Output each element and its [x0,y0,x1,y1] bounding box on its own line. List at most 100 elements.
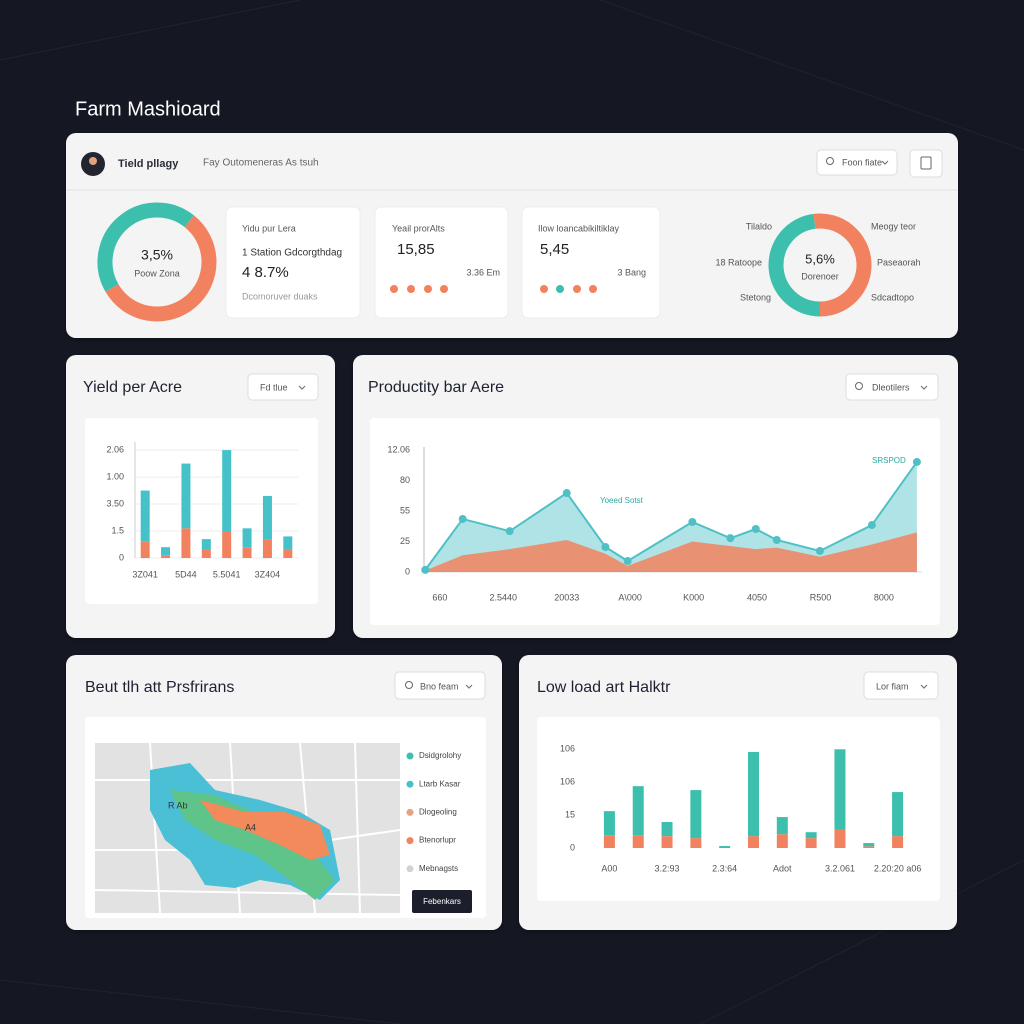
map: R Ab A4 [94,742,401,914]
bar-segment [776,817,788,835]
kpi-dots [540,285,597,293]
kpi-card [225,206,361,319]
icon-button[interactable] [909,149,943,178]
legend-swatch [406,865,414,873]
legend-swatch [406,752,414,760]
annotation: SRSPOD [872,456,906,465]
point [505,527,514,536]
point [815,546,824,555]
donut-center-label: 3,5% [141,247,173,263]
donut-segment [105,215,217,322]
dot [424,285,432,293]
bar-segment [242,528,252,548]
x-tick-label: A\000 [618,592,642,602]
icon [920,156,932,170]
kpi-title: Yidu pur Lera [242,223,296,233]
bar-segment [283,549,293,558]
legend-swatch [406,808,414,816]
y-tick-label: 2.06 [106,444,124,454]
kpi-title: Yeail prorAlts [392,223,445,233]
bar-segment [181,528,191,558]
bar-segment [661,836,673,848]
donut-segment [768,213,821,317]
bar-segment [863,843,875,847]
chevron [920,684,928,689]
point [623,557,632,566]
kpi-value: 5,45 [540,241,569,258]
bar-segment [892,836,904,848]
kpi-footer: Dcomoruver duaks [242,291,318,301]
filter-button[interactable] [845,373,939,401]
chart-area [370,418,940,625]
kpi-title: Ilow loancabikiltiklay [538,223,620,233]
kpi-value: 15,85 [397,241,435,258]
kpi-dots [390,285,448,293]
donut-segment [97,202,194,292]
x-tick-label: 5D44 [175,569,197,579]
panel-title: Productity bar Aere [368,379,504,396]
bar-segment [748,836,759,848]
donut [97,202,217,322]
filter-button[interactable] [394,671,486,700]
dot [573,285,581,293]
point [688,518,697,526]
bar-segment [140,490,150,542]
bar-segment [603,835,615,848]
x-tick-label: 2.20:20 a06 [874,863,922,873]
donut-segment [813,213,872,317]
search-icon [405,681,413,689]
bar-segment [892,792,904,837]
chevron [920,385,928,390]
legend: Dsidgrolohy Ltarb Kasar Dlogeoling Btenorlu… [406,751,461,873]
y-tick-label: 106 [560,744,575,754]
bg-line [0,979,401,1024]
dot [390,285,398,293]
chart: 0 1.5 3.50 1.00 2.06 3Z041 5D44 5.5041 3Z404 [106,442,298,579]
filter-label: Dleotilers [872,382,910,392]
legend-label: Ltarb Kasar [419,779,461,788]
bar-segment [603,811,615,836]
x-tick-label: 8000 [874,592,894,602]
select-button[interactable] [816,149,898,176]
action-label: Febenkars [423,897,461,906]
chevron [298,385,306,390]
donut-side-label: Sdcadtopo [871,292,914,302]
donut-side-label: 18 Ratoope [715,257,762,267]
legend-label: Dsidgrolohy [419,751,461,760]
point [751,525,760,534]
filter-button[interactable] [247,373,319,401]
donut-side-label: Paseaorah [877,257,921,267]
bar-segment [776,834,788,848]
panel-title: Low load art Halktr [537,679,671,696]
bar-segment [805,838,817,848]
search-icon [826,157,834,165]
dot [540,285,548,293]
point [912,457,921,466]
donut-center-sub: Dorenoer [801,271,839,281]
kpi-line: 1 Station Gdcorgthdag [242,248,342,259]
area [425,532,917,572]
select-label: Foon fiate [842,157,882,167]
kpi-footer: 3 Bang [617,267,646,277]
x-tick-label: 2.5440 [490,592,518,602]
point [601,543,610,551]
chart: 0 25 55 80 12.06 660 2.5440 20033 A\000 K000 4050 R… [387,444,922,602]
y-tick-label: 15 [565,809,575,819]
bar-segment [161,555,171,558]
bar-segment [661,822,673,837]
action-button[interactable] [412,890,472,913]
y-tick-label: 1.5 [111,525,124,535]
bar-segment [181,463,191,529]
legend-swatch [406,837,414,845]
bar-segment [863,846,875,848]
bg-line [599,0,1024,151]
point [421,565,430,574]
donut-center-label: 5,6% [805,251,835,266]
bar-segment [140,541,150,558]
point [867,521,876,530]
y-tick-label: 0 [570,842,575,852]
y-tick-label: 55 [400,505,410,515]
filter-button[interactable] [863,671,939,700]
